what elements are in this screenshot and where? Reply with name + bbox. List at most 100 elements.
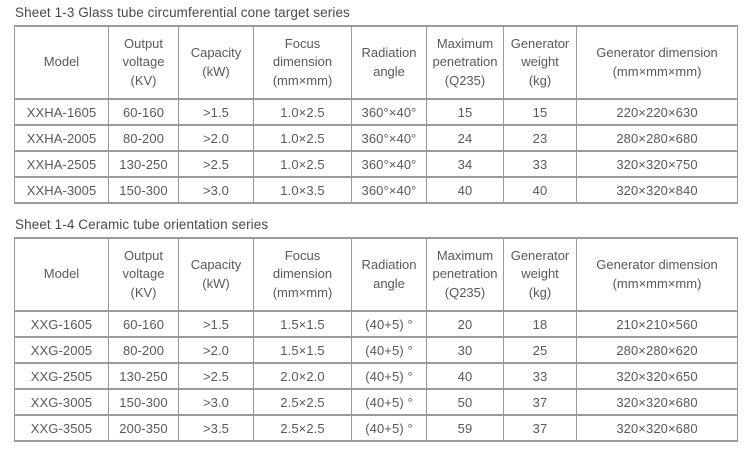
column-header: Focus dimension (mm×mm) bbox=[253, 237, 352, 312]
value-cell: 130-250 bbox=[108, 362, 179, 390]
value-cell: 25 bbox=[503, 336, 577, 364]
value-cell: (40+5) ° bbox=[351, 310, 427, 338]
value-cell: 320×320×840 bbox=[576, 176, 738, 204]
value-cell: >2.5 bbox=[178, 150, 254, 178]
glass-tube-spec-table: Model Output voltage (KV) Capacity (kW) Foc… bbox=[14, 25, 738, 204]
value-cell: 60-160 bbox=[108, 310, 179, 338]
value-cell: 30 bbox=[426, 336, 504, 364]
column-header: Output voltage (KV) bbox=[108, 25, 179, 100]
value-cell: 1.5×1.5 bbox=[253, 310, 352, 338]
value-cell: 2.0×2.0 bbox=[253, 362, 352, 390]
sheet-1-3-section: Sheet 1-3 Glass tube circumferential con… bbox=[14, 5, 738, 204]
model-cell: XXG-3005 bbox=[14, 388, 109, 416]
model-cell: XXG-3505 bbox=[14, 414, 109, 442]
value-cell: 23 bbox=[503, 124, 577, 152]
value-cell: 360°×40° bbox=[351, 124, 427, 152]
value-cell: 150-300 bbox=[108, 388, 179, 416]
column-header: Capacity (kW) bbox=[178, 237, 254, 312]
value-cell: 40 bbox=[426, 362, 504, 390]
value-cell: 360°×40° bbox=[351, 176, 427, 204]
value-cell: 80-200 bbox=[108, 336, 179, 364]
value-cell: (40+5) ° bbox=[351, 388, 427, 416]
value-cell: 280×280×680 bbox=[576, 124, 738, 152]
value-cell: 1.0×2.5 bbox=[253, 98, 352, 126]
value-cell: (40+5) ° bbox=[351, 414, 427, 442]
value-cell: 2.5×2.5 bbox=[253, 388, 352, 416]
value-cell: (40+5) ° bbox=[351, 362, 427, 390]
table-row: XXHA-1605 60-160 >1.5 1.0×2.5 360°×40° 15 15 22… bbox=[14, 98, 738, 126]
value-cell: >1.5 bbox=[178, 98, 254, 126]
value-cell: >3.0 bbox=[178, 388, 254, 416]
table-row: XXG-2005 80-200 >2.0 1.5×1.5 (40+5) ° 30 25 280… bbox=[14, 336, 738, 364]
table-row: XXG-1605 60-160 >1.5 1.5×1.5 (40+5) ° 20 18 210… bbox=[14, 310, 738, 338]
value-cell: 50 bbox=[426, 388, 504, 416]
column-header: Capacity (kW) bbox=[178, 25, 254, 100]
column-header: Model bbox=[14, 25, 109, 100]
value-cell: >2.0 bbox=[178, 336, 254, 364]
value-cell: 80-200 bbox=[108, 124, 179, 152]
value-cell: 18 bbox=[503, 310, 577, 338]
value-cell: 33 bbox=[503, 362, 577, 390]
column-header: Generator dimension (mm×mm×mm) bbox=[576, 25, 738, 100]
value-cell: 220×220×630 bbox=[576, 98, 738, 126]
value-cell: 150-300 bbox=[108, 176, 179, 204]
column-header: Model bbox=[14, 237, 109, 312]
value-cell: 200-350 bbox=[108, 414, 179, 442]
value-cell: 320×320×650 bbox=[576, 362, 738, 390]
column-header: Radiation angle bbox=[351, 25, 427, 100]
value-cell: 210×210×560 bbox=[576, 310, 738, 338]
table-row: XXHA-3005 150-300 >3.0 1.0×3.5 360°×40° 40 40 3… bbox=[14, 176, 738, 204]
value-cell: 60-160 bbox=[108, 98, 179, 126]
value-cell: 37 bbox=[503, 388, 577, 416]
model-cell: XXG-1605 bbox=[14, 310, 109, 338]
model-cell: XXHA-3005 bbox=[14, 176, 109, 204]
column-header: Output voltage (KV) bbox=[108, 237, 179, 312]
value-cell: 40 bbox=[503, 176, 577, 204]
column-header: Maximum penetration (Q235) bbox=[426, 237, 504, 312]
value-cell: 1.5×1.5 bbox=[253, 336, 352, 364]
value-cell: >2.0 bbox=[178, 124, 254, 152]
sheet-1-3-title: Sheet 1-3 Glass tube circumferential con… bbox=[15, 5, 350, 20]
value-cell: 1.0×2.5 bbox=[253, 124, 352, 152]
sheet-1-4-title: Sheet 1-4 Ceramic tube orientation serie… bbox=[15, 217, 269, 232]
value-cell: 59 bbox=[426, 414, 504, 442]
value-cell: (40+5) ° bbox=[351, 336, 427, 364]
column-header: Generator weight (kg) bbox=[503, 237, 577, 312]
value-cell: 2.5×2.5 bbox=[253, 414, 352, 442]
value-cell: >3.5 bbox=[178, 414, 254, 442]
value-cell: 320×320×680 bbox=[576, 414, 738, 442]
model-cell: XXHA-2005 bbox=[14, 124, 109, 152]
column-header: Radiation angle bbox=[351, 237, 427, 312]
table-row: XXG-3505 200-350 >3.5 2.5×2.5 (40+5) ° 59 37 32… bbox=[14, 414, 738, 442]
model-cell: XXG-2505 bbox=[14, 362, 109, 390]
table-row: XXG-2505 130-250 >2.5 2.0×2.0 (40+5) ° 40 33 32… bbox=[14, 362, 738, 390]
value-cell: >3.0 bbox=[178, 176, 254, 204]
sheet-1-4-section: Sheet 1-4 Ceramic tube orientation serie… bbox=[14, 217, 738, 442]
value-cell: >1.5 bbox=[178, 310, 254, 338]
page: Sheet 1-3 Glass tube circumferential con… bbox=[14, 5, 738, 442]
model-cell: XXG-2005 bbox=[14, 336, 109, 364]
value-cell: 40 bbox=[426, 176, 504, 204]
value-cell: 1.0×3.5 bbox=[253, 176, 352, 204]
value-cell: 320×320×680 bbox=[576, 388, 738, 416]
value-cell: 20 bbox=[426, 310, 504, 338]
value-cell: >2.5 bbox=[178, 362, 254, 390]
table-row: XXHA-2005 80-200 >2.0 1.0×2.5 360°×40° 24 23 28… bbox=[14, 124, 738, 152]
value-cell: 360°×40° bbox=[351, 150, 427, 178]
value-cell: 130-250 bbox=[108, 150, 179, 178]
model-cell: XXHA-1605 bbox=[14, 98, 109, 126]
column-header: Generator dimension (mm×mm×mm) bbox=[576, 237, 738, 312]
ceramic-tube-spec-table: Model Output voltage (KV) Capacity (kW) Foc… bbox=[14, 237, 738, 442]
value-cell: 37 bbox=[503, 414, 577, 442]
table-row: XXHA-2505 130-250 >2.5 1.0×2.5 360°×40° 34 33 3… bbox=[14, 150, 738, 178]
header-row: Model Output voltage (KV) Capacity (kW) Foc… bbox=[14, 25, 738, 100]
value-cell: 320×320×750 bbox=[576, 150, 738, 178]
value-cell: 1.0×2.5 bbox=[253, 150, 352, 178]
header-row: Model Output voltage (KV) Capacity (kW) Foc… bbox=[14, 237, 738, 312]
table-row: XXG-3005 150-300 >3.0 2.5×2.5 (40+5) ° 50 37 32… bbox=[14, 388, 738, 416]
column-header: Generator weight (kg) bbox=[503, 25, 577, 100]
value-cell: 280×280×620 bbox=[576, 336, 738, 364]
value-cell: 33 bbox=[503, 150, 577, 178]
column-header: Maximum penetration (Q235) bbox=[426, 25, 504, 100]
value-cell: 15 bbox=[503, 98, 577, 126]
